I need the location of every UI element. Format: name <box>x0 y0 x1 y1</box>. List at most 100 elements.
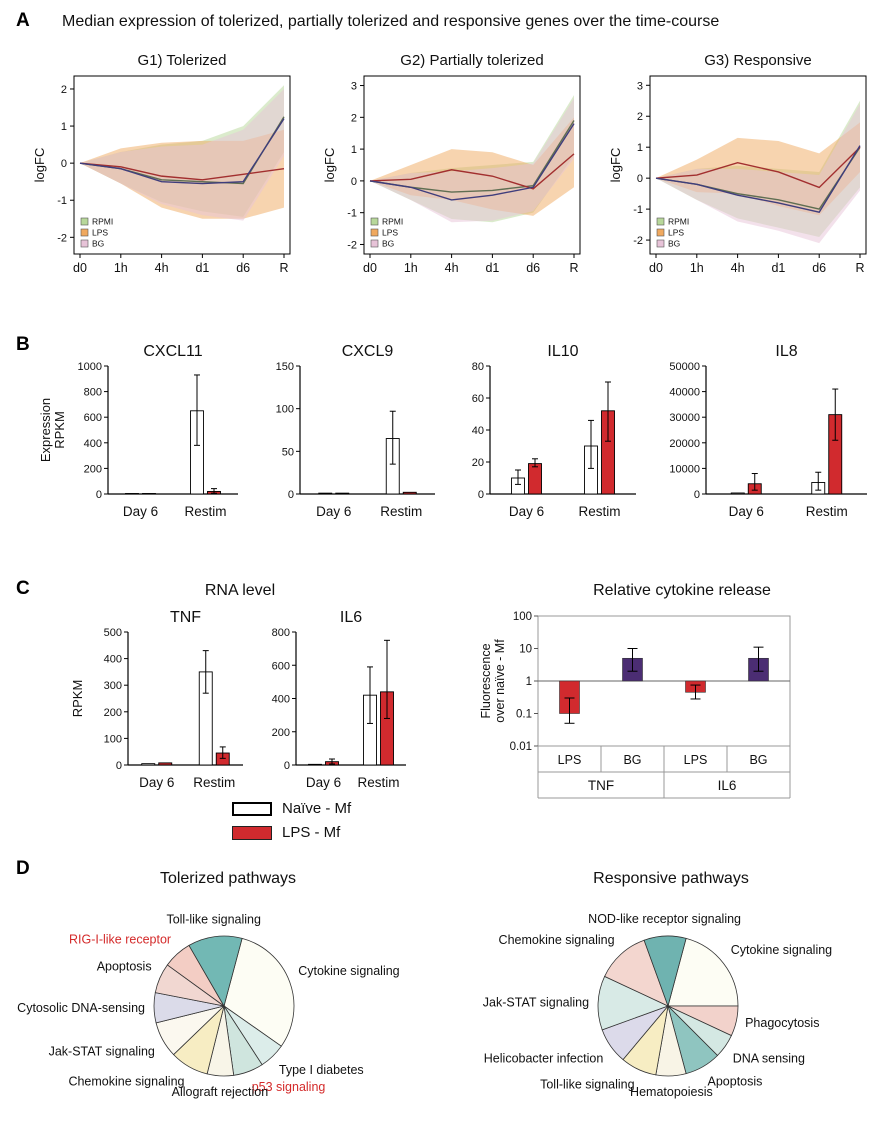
legend-label-bg: BG <box>92 239 104 249</box>
x-tick-label: 1h <box>404 261 418 275</box>
legend-label-lps: LPS <box>92 228 108 238</box>
legend-swatch-lps <box>80 228 89 237</box>
y-tick-label: 2 <box>637 111 643 123</box>
naive-mf-swatch <box>232 801 272 816</box>
y-tick-label: 1000 <box>78 361 102 373</box>
y-tick-label: 50000 <box>669 361 700 373</box>
y-axis-label: logFC <box>322 148 337 183</box>
line-bg <box>369 123 575 201</box>
y-tick-label: 1 <box>351 144 357 156</box>
x-tick-label: d6 <box>526 261 540 275</box>
legend-label-bg: BG <box>382 239 394 249</box>
pie-slice-label: Jak-STAT signaling <box>49 1044 155 1058</box>
legend-swatch-bg <box>656 239 665 248</box>
legend-swatch-rpmi <box>656 217 665 226</box>
y-tick-label: 400 <box>272 694 290 706</box>
y-tick-label: 1 <box>526 676 532 688</box>
chart-tnf: TNF 0 100 200 300 400 500 RPKM Day 6 Restim <box>70 609 243 790</box>
tolerized-pathways-title: Tolerized pathways <box>159 870 297 887</box>
y-tick-label: 3 <box>637 80 643 92</box>
chart-title: IL10 <box>547 343 578 360</box>
bar <box>142 493 156 495</box>
x-tick-label: R <box>279 261 288 275</box>
y-tick-label: 2 <box>351 112 357 124</box>
chart-cxcl11: CXCL11 0 200 400 600 800 1000 Expression RPKM Day… <box>38 343 238 519</box>
y-tick-label: 800 <box>84 387 102 399</box>
y-tick-label: 100 <box>513 611 532 623</box>
chart-title: IL6 <box>340 609 362 626</box>
y-tick-label: 0 <box>478 489 484 501</box>
y-tick-label: 200 <box>272 727 290 739</box>
pie-slice-label: Chemokine signaling <box>68 1074 184 1088</box>
pie-slice-label: Chemokine signaling <box>499 933 615 947</box>
legend-swatch-lps <box>656 228 665 237</box>
x-tick-label: d1 <box>195 261 209 275</box>
chart-title: CXCL9 <box>342 343 394 360</box>
chart-il6: IL6 0 200 400 600 800 Day 6 Restim <box>272 609 406 790</box>
y-axis-label: Fluorescence <box>479 643 493 718</box>
legend-label-rpmi: RPMI <box>382 217 403 227</box>
pie-slice-label: Hematopoiesis <box>630 1085 713 1099</box>
y-tick-label: -2 <box>347 239 357 251</box>
pie-slice-label: Phagocytosis <box>745 1016 819 1030</box>
responsive-pathways-title: Responsive pathways <box>593 870 749 887</box>
x-tick-label: d1 <box>485 261 499 275</box>
chart-title: G3) Responsive <box>704 52 812 69</box>
pie-slice-label: Cytokine signaling <box>731 943 832 957</box>
line-bg <box>655 145 861 214</box>
chart-title: G2) Partially tolerized <box>400 52 543 69</box>
x-tick-label: d6 <box>236 261 250 275</box>
y-tick-label: 200 <box>104 707 122 719</box>
x-tick-label: 1h <box>690 261 704 275</box>
y-axis-label: logFC <box>608 148 623 183</box>
chart-title: CXCL11 <box>143 343 202 360</box>
y-tick-label: 1 <box>61 121 67 133</box>
band-bg <box>370 98 574 223</box>
panel-d-label: D <box>16 858 30 879</box>
y-tick-label: 0 <box>284 760 290 772</box>
rna-legend: Naïve - Mf LPS - Mf <box>232 800 351 848</box>
y-tick-label: 50 <box>282 446 294 458</box>
panel-b-label: B <box>16 334 30 355</box>
legend-label-lps: LPS <box>382 228 398 238</box>
y-tick-label: -2 <box>57 232 67 244</box>
bar <box>318 492 333 495</box>
y-tick-label: 0 <box>96 489 102 501</box>
cytokine-label: TNF <box>588 778 614 793</box>
y-tick-label: 20 <box>472 457 484 469</box>
pie-slice-label: Toll-like signaling <box>166 913 261 927</box>
y-tick-label: 0 <box>116 760 122 772</box>
y-tick-label: 200 <box>84 463 102 475</box>
chart-il10: IL10 0 20 40 60 80 Day 6 Restim <box>472 343 636 519</box>
y-tick-label: 40 <box>472 425 484 437</box>
x-tick-label: 4h <box>445 261 459 275</box>
y-tick-label: 150 <box>276 361 294 373</box>
pie-slice <box>223 937 295 1047</box>
y-tick-label: 2 <box>61 84 67 96</box>
pie-slice <box>188 935 243 1008</box>
x-tick-label: d1 <box>771 261 785 275</box>
pie-slice-label: Apoptosis <box>97 960 152 974</box>
bar <box>125 493 139 495</box>
y-axis-label: over naïve - Mf <box>493 639 507 723</box>
pie-slice <box>667 937 739 1007</box>
legend-naive-row: Naïve - Mf <box>232 800 351 817</box>
pie-slice-label: NOD-like receptor signaling <box>588 912 741 926</box>
pie-slice-label: Cytosolic DNA-sensing <box>17 1001 145 1015</box>
y-tick-label: 0 <box>288 489 294 501</box>
pie-slice <box>643 935 687 1008</box>
group-label: Day 6 <box>509 504 544 519</box>
y-tick-label: -1 <box>633 204 643 216</box>
legend-swatch-bg <box>370 239 379 248</box>
chart-il8: IL8 0 10000 20000 30000 40000 50000 Day 6 Restim <box>669 343 867 519</box>
y-tick-label: 300 <box>104 680 122 692</box>
y-tick-label: 40000 <box>669 387 700 399</box>
y-tick-label: 400 <box>104 654 122 666</box>
legend-lps-row: LPS - Mf <box>232 824 351 841</box>
y-tick-label: 600 <box>84 412 102 424</box>
group-label: Restim <box>184 504 226 519</box>
group-label: Day 6 <box>139 775 174 790</box>
chart-title: G1) Tolerized <box>138 52 227 69</box>
